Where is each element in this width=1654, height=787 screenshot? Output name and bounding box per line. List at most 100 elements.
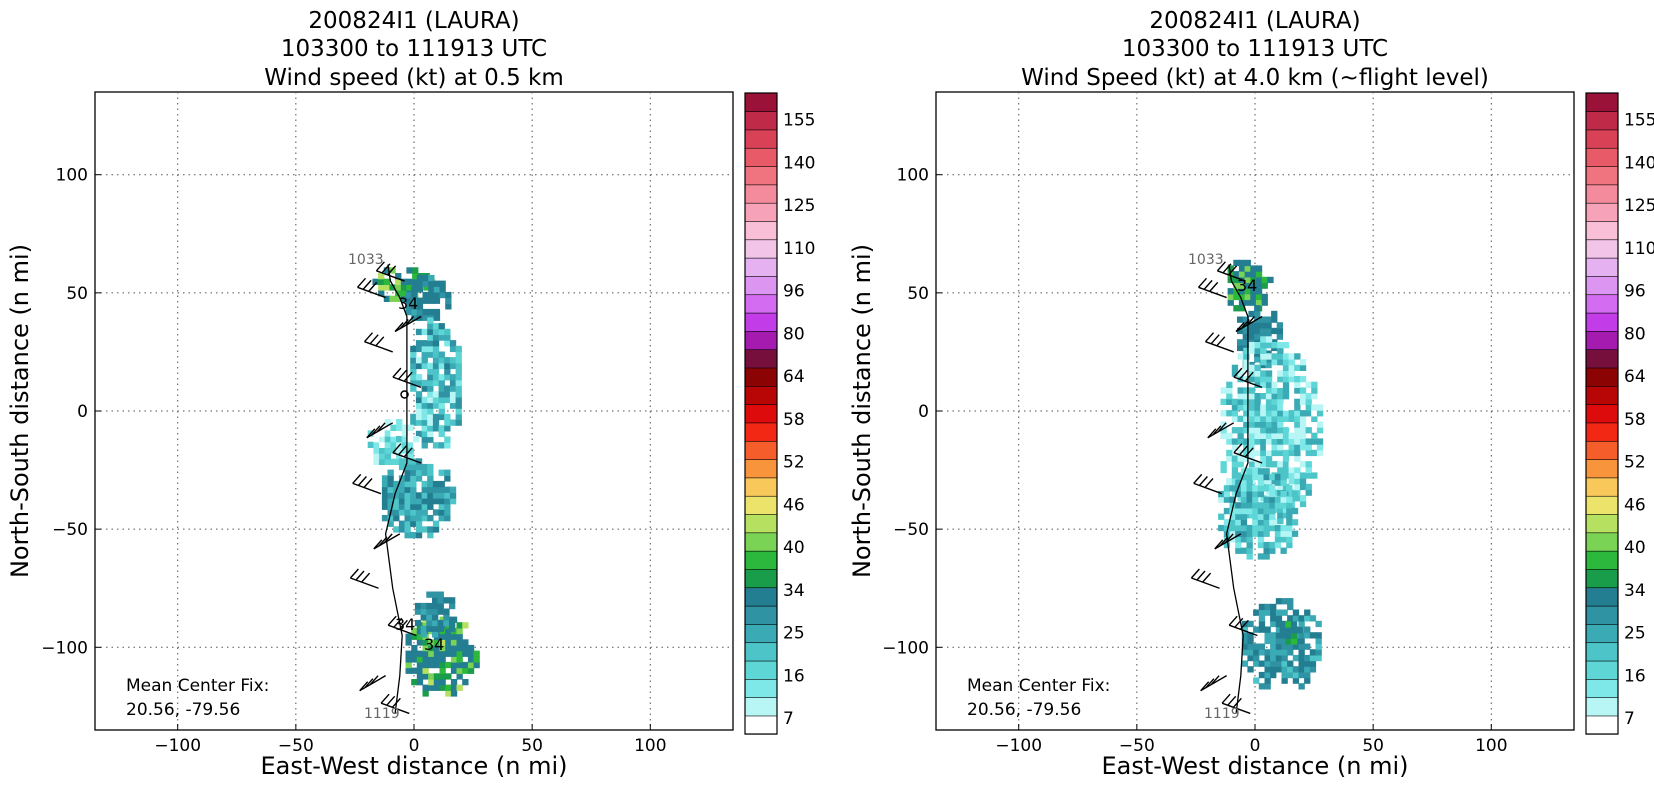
wind-cell bbox=[455, 419, 462, 426]
colorbar-segment bbox=[744, 568, 778, 589]
wind-barb-flag bbox=[355, 570, 365, 581]
wind-cell bbox=[1248, 398, 1256, 405]
wind-cell bbox=[1271, 381, 1278, 388]
wind-cell bbox=[1258, 626, 1266, 633]
colorbar-segment bbox=[744, 660, 778, 680]
wind-cell bbox=[423, 284, 430, 291]
wind-cell bbox=[1274, 479, 1282, 486]
wind-cell bbox=[462, 622, 469, 629]
colorbar-segment bbox=[744, 422, 778, 442]
wind-cell bbox=[1298, 671, 1305, 679]
wind-cell bbox=[455, 374, 462, 381]
wind-cell bbox=[1246, 473, 1253, 481]
wind-cell bbox=[410, 520, 417, 527]
wind-cell bbox=[1298, 632, 1305, 639]
wind-cell bbox=[398, 475, 406, 482]
wind-cell bbox=[428, 291, 435, 299]
title-line-2: 103300 to 111913 UTC bbox=[1122, 36, 1388, 62]
wind-barb-flag bbox=[397, 445, 408, 456]
mean-center-fix-label: Mean Center Fix: bbox=[126, 676, 269, 696]
wind-cell bbox=[421, 526, 428, 533]
wind-cell bbox=[1254, 438, 1261, 445]
wind-cell bbox=[1255, 288, 1263, 295]
colorbar-segment bbox=[1585, 422, 1619, 442]
wind-cell bbox=[433, 650, 441, 657]
wind-cell bbox=[1277, 347, 1284, 354]
wind-cell bbox=[1282, 506, 1290, 513]
wind-cell bbox=[406, 278, 413, 285]
wind-cell bbox=[1247, 654, 1254, 662]
wind-cell bbox=[1298, 637, 1305, 645]
y-tick-label: 100 bbox=[56, 166, 88, 186]
wind-cell bbox=[1259, 316, 1266, 323]
wind-cell bbox=[1220, 410, 1227, 417]
mean-center-fix-label: Mean Center Fix: bbox=[967, 676, 1110, 696]
wind-cell bbox=[379, 458, 386, 465]
wind-cell bbox=[407, 453, 414, 460]
wind-cell bbox=[1265, 393, 1273, 400]
wind-cell bbox=[1240, 485, 1248, 492]
wind-cell bbox=[1237, 353, 1244, 360]
wind-cell bbox=[427, 328, 434, 336]
wind-barb-flag bbox=[359, 681, 369, 692]
wind-cell bbox=[428, 644, 435, 652]
wind-cell bbox=[416, 667, 424, 674]
colorbar-segment bbox=[1585, 202, 1619, 222]
wind-cell bbox=[1265, 376, 1273, 383]
wind-cell bbox=[381, 503, 389, 510]
wind-cell bbox=[455, 413, 462, 421]
wind-cell bbox=[390, 424, 397, 431]
wind-cell bbox=[1282, 483, 1290, 491]
wind-cell bbox=[395, 295, 402, 302]
wind-barb-flag bbox=[1202, 572, 1212, 583]
wind-cell bbox=[1294, 461, 1301, 468]
wind-cell bbox=[1281, 666, 1288, 673]
wind-cell bbox=[1281, 598, 1288, 605]
wind-cell bbox=[1226, 438, 1233, 445]
wind-cell bbox=[427, 469, 434, 476]
wind-cell bbox=[420, 608, 427, 615]
colorbar-tick-label: 58 bbox=[1624, 410, 1646, 430]
wind-cell bbox=[1311, 449, 1318, 457]
wind-cell bbox=[432, 425, 440, 432]
wind-cell bbox=[1257, 524, 1265, 532]
wind-cell bbox=[1298, 683, 1305, 690]
wind-cell bbox=[1294, 438, 1301, 445]
wind-cell bbox=[1271, 387, 1278, 394]
wind-cell bbox=[1299, 495, 1307, 502]
wind-cell bbox=[432, 334, 440, 341]
wind-cell bbox=[1260, 410, 1267, 417]
wind-cell bbox=[1237, 438, 1244, 445]
colorbar-segment bbox=[744, 513, 778, 534]
wind-cell bbox=[404, 520, 411, 527]
wind-barb-flag bbox=[366, 428, 376, 439]
wind-cell bbox=[1288, 353, 1295, 360]
wind-cell bbox=[1237, 327, 1244, 335]
wind-cell bbox=[1231, 478, 1239, 485]
wind-cell bbox=[378, 278, 385, 285]
wind-cell bbox=[1311, 415, 1318, 422]
wind-cell bbox=[1240, 502, 1248, 509]
wind-cell bbox=[398, 458, 406, 465]
wind-cell bbox=[456, 650, 463, 657]
wind-cell bbox=[1243, 398, 1250, 405]
track-start-time: 1033 bbox=[348, 252, 384, 268]
wind-cell bbox=[467, 667, 475, 674]
wind-barb-flag bbox=[1228, 615, 1238, 626]
wind-cell bbox=[1254, 347, 1261, 354]
wind-cell bbox=[1275, 643, 1283, 650]
wind-cell bbox=[1290, 638, 1298, 645]
wind-cell bbox=[444, 413, 451, 421]
wind-cell bbox=[1277, 381, 1284, 388]
wind-cell bbox=[387, 480, 394, 488]
wind-cell bbox=[426, 625, 433, 632]
wind-cell bbox=[411, 627, 418, 635]
wind-barb-flag bbox=[1227, 695, 1237, 706]
wind-cell bbox=[1260, 449, 1267, 457]
wind-cell bbox=[438, 480, 445, 488]
wind-cell bbox=[1260, 347, 1267, 354]
wind-cell bbox=[1288, 444, 1295, 451]
wind-cell bbox=[1265, 461, 1273, 468]
colorbar-segment bbox=[744, 623, 778, 644]
wind-cell bbox=[433, 639, 441, 646]
